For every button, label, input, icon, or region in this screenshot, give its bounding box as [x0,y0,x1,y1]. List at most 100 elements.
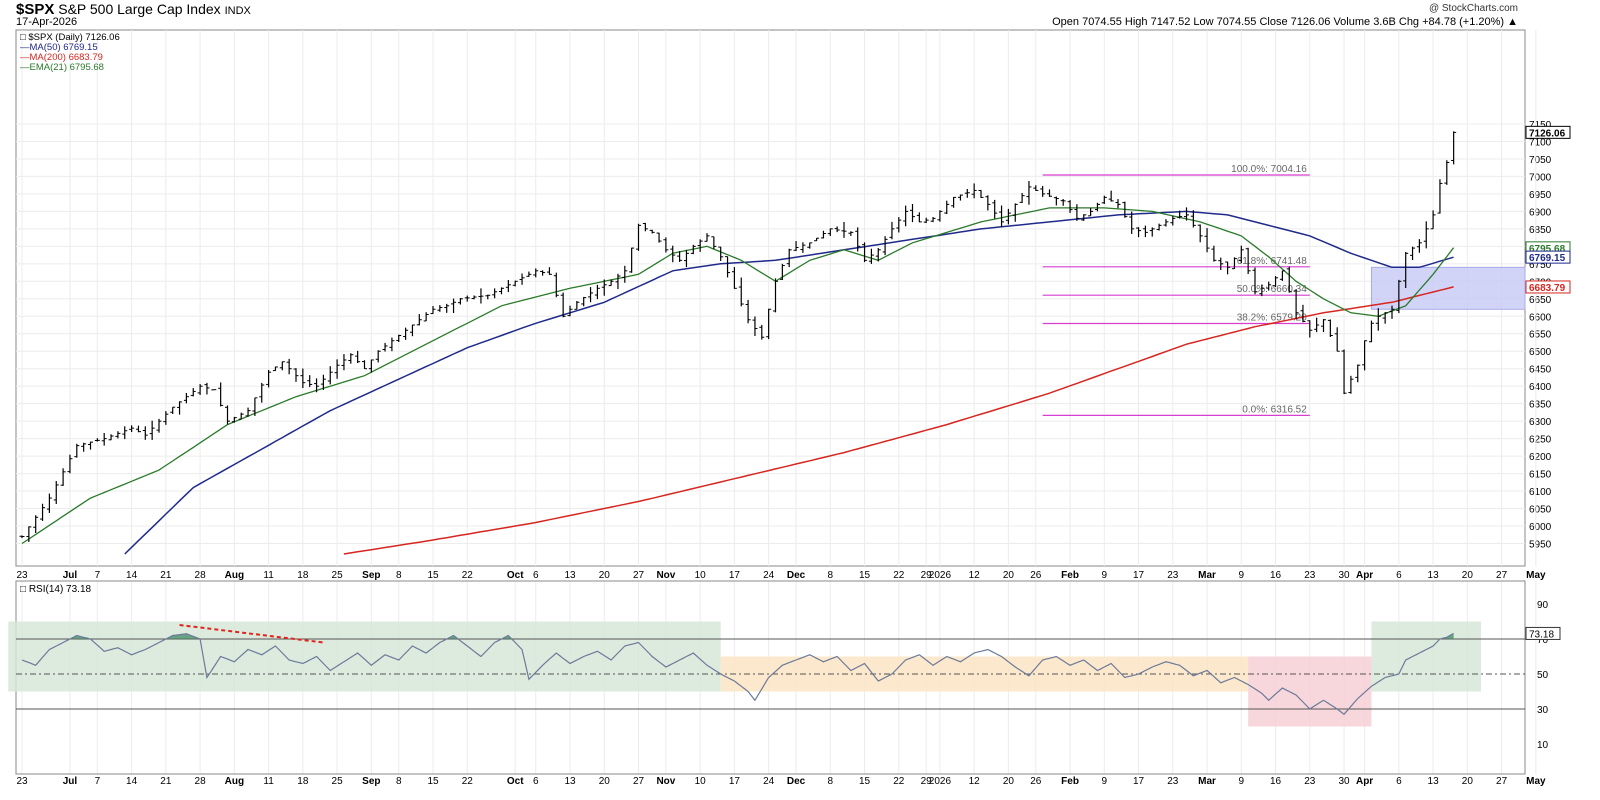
ohlc-bar [1382,312,1388,324]
x-tick-label: 18 [297,570,309,581]
rsi-highlight-band [8,621,721,692]
ohlc-bar [204,382,210,395]
ohlc-bar [855,227,861,252]
ohlc-bar [957,194,963,201]
price-tag-box [1525,280,1571,294]
rsi-x-tick-label: 26 [1030,776,1042,787]
ohlc-bar [636,223,641,251]
ohlc-bar [396,334,402,343]
ohlc-bar [882,236,888,256]
ohlc-bar [19,535,25,539]
ohlc-bar [94,438,100,442]
ohlc-bar [225,405,230,425]
ohlc-bar [519,273,525,285]
ohlc-bar [1094,202,1100,212]
ohlc-bar [122,426,128,440]
ohlc-bar [1136,227,1142,238]
x-tick-label: Jul [63,570,78,581]
ohlc-bar [355,350,361,364]
ohlc-bar [574,300,580,310]
ohlc-bar [1012,203,1018,222]
fib-level-label: 50.0%: 6660.34 [1237,284,1307,295]
x-tick-label: Dec [787,570,806,581]
ohlc-bar [1088,207,1094,217]
ohlc-bar [1142,225,1148,238]
x-tick-label: 20 [1003,570,1015,581]
ohlc-bar [170,406,176,414]
ohlc-bar [403,327,409,340]
x-tick-label: 13 [564,570,576,581]
price-y-tick-label: 6500 [1529,347,1552,358]
ohlc-bar [1307,320,1313,338]
ohlc-bar [1334,327,1340,352]
price-y-tick-label: 6850 [1529,225,1552,236]
exchange: INDX [224,5,251,17]
ohlc-bar [279,361,285,371]
ohlc-bar [1355,364,1361,383]
ohlc-bar [546,267,552,275]
ohlc-bar [135,425,141,433]
price-panel: 5950 6000 6050 6100 6150 6200 6250 6300 6350 6400… [15,29,1571,581]
x-tick-label: May [1526,570,1546,581]
ohlc-bar [1451,131,1457,165]
rsi-x-tick-label: Apr [1356,776,1373,787]
ohlc-bar [649,229,655,234]
rsi-x-tick-label: 17 [729,776,741,787]
rsi-divergence-line [179,624,324,644]
ohlc-bar [1115,199,1121,209]
price-y-tick-label: 6750 [1529,260,1552,271]
legend-entry: □ $SPX (Daily) 7126.06 [20,32,120,43]
price-y-tick-label: 6550 [1529,330,1552,341]
ohlc-bar [1423,221,1429,249]
ohlc-bar [738,277,744,307]
x-tick-label: 17 [729,570,741,581]
price-tag-label: 7126.06 [1529,128,1566,139]
ohlc-bar [1245,247,1251,275]
ohlc-bar [896,217,902,233]
ohlc-bar [286,358,292,375]
ohlc-bar [581,296,587,307]
price-tag-label: 6683.79 [1529,283,1566,294]
rsi-panel: 23 Jul 7 14 21 28 Aug 11 18 25 Sep 8 15 22 Oct 6 13 20 27 N… [8,580,1561,787]
rsi-x-tick-label: Mar [1198,776,1216,787]
x-tick-label: 10 [695,570,707,581]
ohlc-bar [793,241,799,251]
ohlc-bar [1026,181,1032,205]
credit: @ StockCharts.com [1428,3,1518,14]
rsi-x-tick-label: Jul [63,776,78,787]
x-tick-label: Oct [507,570,524,581]
ema21-line [21,207,1455,545]
price-y-tick-label: 6250 [1529,435,1552,446]
ohlc-bar [81,442,87,452]
chart-title: $SPX S&P 500 Large Cap Index INDX [16,1,251,18]
rsi-x-tick-label: 20 [1462,776,1474,787]
ohlc-bar [690,244,696,255]
x-tick-label: 17 [1133,570,1145,581]
ohlc-bar [540,270,546,276]
ohlc-bar [108,434,114,441]
x-tick-label: 25 [332,570,344,581]
x-tick-label: 12 [969,570,981,581]
ohlc-bar [766,308,772,340]
ohlc-bar [868,248,874,264]
x-tick-label: 9 [1239,570,1245,581]
legend-entry: —MA(200) 6683.79 [20,52,103,63]
ohlc-bar [1019,192,1025,203]
ohlc-bar [964,188,970,198]
ohlc-bar [670,245,676,263]
ohlc-bar [1081,214,1087,221]
ohlc-bar [231,416,237,423]
ohlc-bar [615,273,621,290]
ohlc-bar [841,221,847,238]
ohlc-bar [663,237,669,253]
ohlc-bar [814,237,820,242]
ohlc-bar [1266,281,1272,291]
ohlc-bar [499,287,504,295]
price-y-tick-label: 7000 [1529,172,1552,183]
x-tick-label: Aug [225,570,244,581]
ohlc-bar [642,222,648,232]
price-y-tick-label: 6050 [1529,505,1552,516]
ohlc-bar [266,369,272,388]
ohlc-bar [862,242,868,263]
price-y-tick-label: 6150 [1529,470,1552,481]
